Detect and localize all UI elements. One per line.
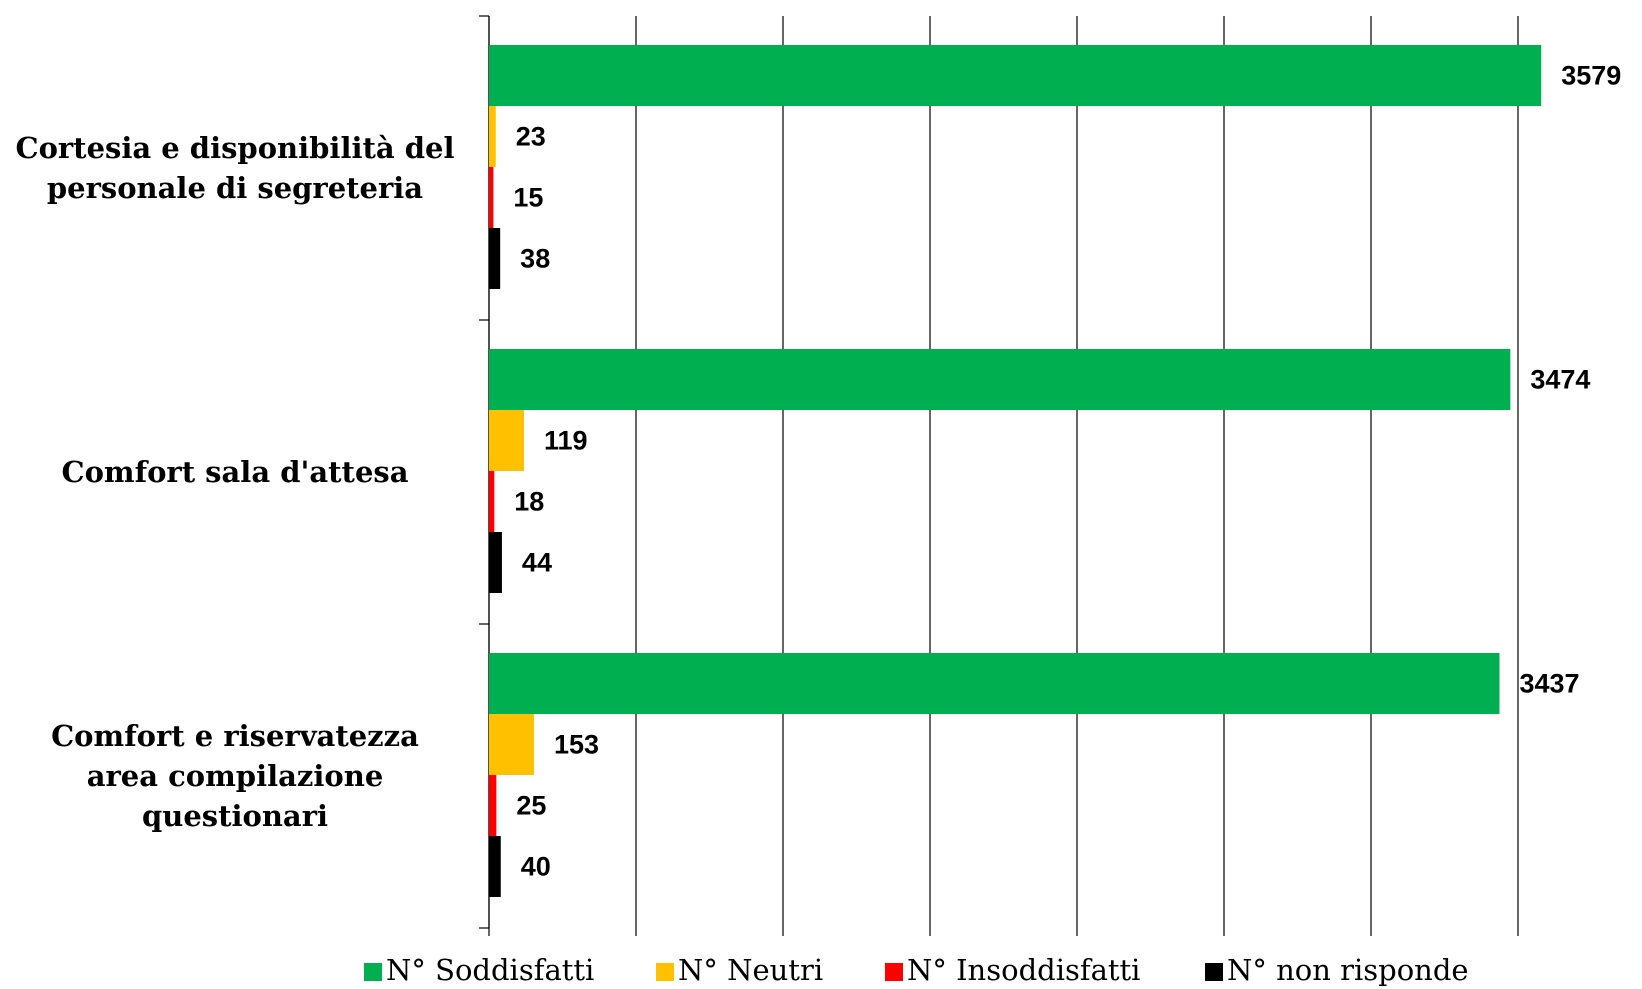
value-label: 119	[544, 426, 588, 456]
legend-swatch	[1205, 963, 1223, 981]
bar	[489, 653, 1500, 714]
legend-label: N° Insoddisfatti	[907, 953, 1140, 987]
category-label: Cortesia e disponibilità del personale d…	[15, 131, 455, 205]
value-label: 18	[514, 487, 544, 517]
bar	[489, 167, 494, 228]
value-label: 44	[522, 548, 552, 578]
bar	[489, 714, 534, 775]
value-label: 38	[520, 244, 550, 274]
value-label: 15	[513, 183, 543, 213]
value-label: 40	[521, 852, 551, 882]
bar	[489, 775, 497, 836]
value-label: 23	[516, 122, 546, 152]
bar	[489, 471, 495, 532]
bar	[489, 532, 502, 593]
legend-swatch	[364, 963, 382, 981]
bar	[489, 45, 1542, 106]
legend-label: N° non risponde	[1227, 953, 1469, 987]
bar	[489, 228, 501, 289]
value-label: 3437	[1519, 669, 1579, 699]
bar	[489, 349, 1511, 410]
value-label: 25	[516, 791, 546, 821]
value-label: 3579	[1561, 61, 1621, 91]
bar	[489, 836, 501, 897]
legend-swatch	[885, 963, 903, 981]
legend-label: N° Soddisfatti	[386, 953, 594, 987]
legend-swatch	[656, 963, 674, 981]
bar	[489, 410, 524, 471]
value-label: 153	[554, 730, 599, 760]
bar	[489, 106, 496, 167]
legend-label: N° Neutri	[678, 953, 823, 987]
value-label: 3474	[1530, 365, 1590, 395]
category-label: Comfort sala d'attesa	[61, 455, 409, 489]
category-label: Comfort e riservatezza area compilazione…	[51, 719, 419, 833]
